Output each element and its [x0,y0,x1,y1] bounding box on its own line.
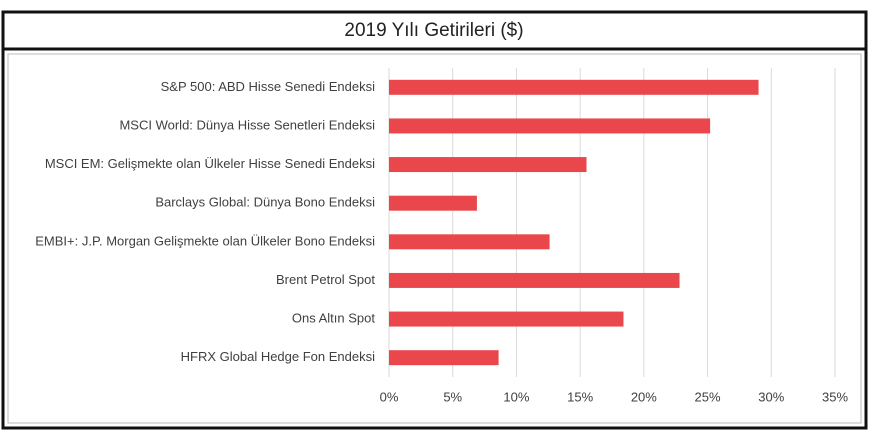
x-tick-label: 30% [758,389,784,404]
bar [389,234,550,250]
bar [389,350,499,366]
bar [389,118,711,134]
y-tick-label: S&P 500: ABD Hisse Senedi Endeksi [161,79,375,94]
chart-title: 2019 Yılı Getirileri ($) [344,20,523,41]
y-tick-label: MSCI World: Dünya Hisse Senetleri Endeks… [119,117,375,132]
bar [389,272,680,288]
y-tick-label: MSCI EM: Gelişmekte olan Ülkeler Hisse S… [45,156,375,171]
y-tick-label: Barclays Global: Dünya Bono Endeksi [155,195,375,210]
x-tick-label: 35% [822,389,848,404]
x-tick-label: 25% [695,389,721,404]
y-tick-label: Ons Altın Spot [292,311,375,326]
x-tick-label: 15% [567,389,593,404]
bar [389,79,759,95]
bar [389,311,624,327]
y-tick-label: Brent Petrol Spot [276,272,375,287]
bar [389,195,477,211]
plot-frame [7,53,862,424]
x-tick-label: 0% [380,389,399,404]
x-tick-label: 10% [503,389,529,404]
chart-frame [1,10,868,430]
y-tick-label: HFRX Global Hedge Fon Endeksi [181,349,375,364]
bar [389,157,587,173]
x-tick-label: 20% [631,389,657,404]
x-tick-label: 5% [443,389,462,404]
y-tick-label: EMBI+: J.P. Morgan Gelişmekte olan Ülkel… [35,233,375,248]
